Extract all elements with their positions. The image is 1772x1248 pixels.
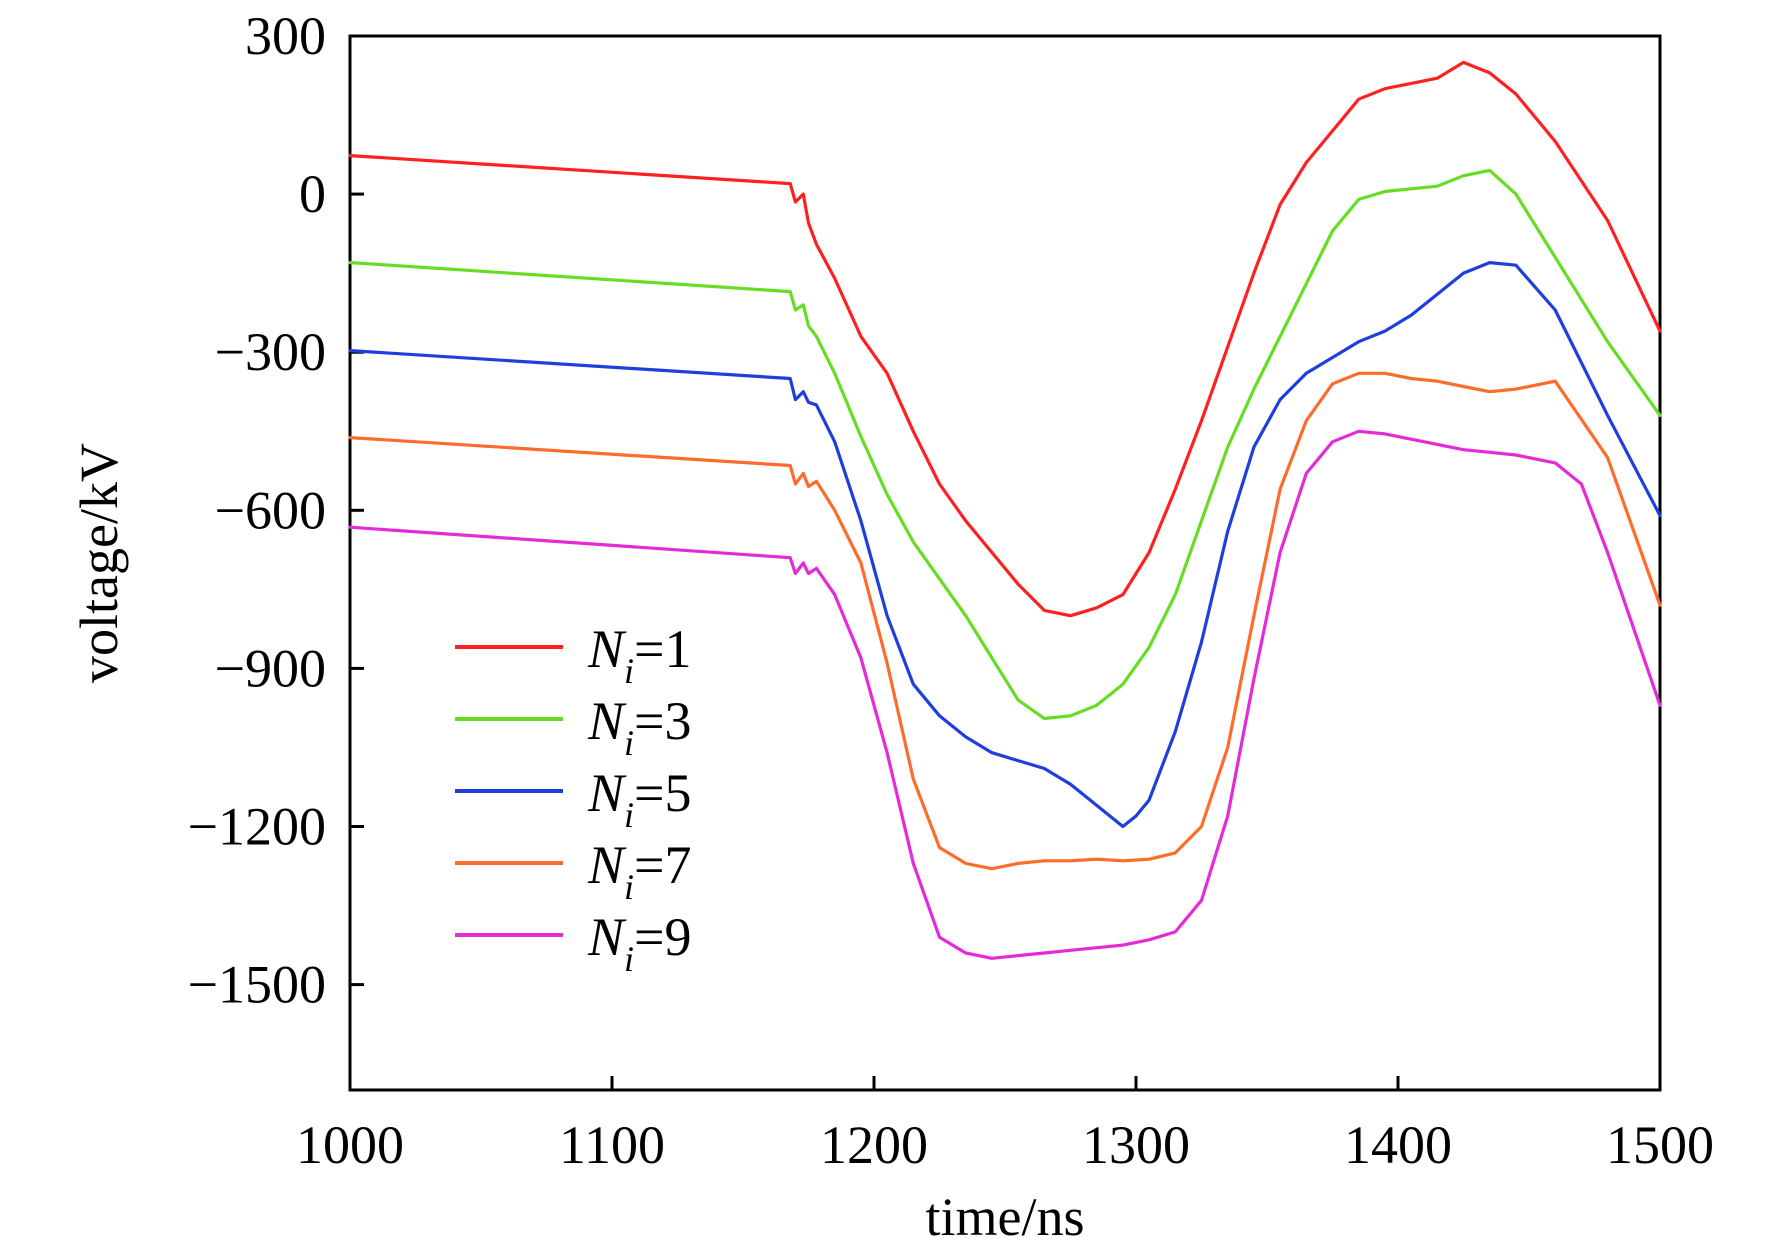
legend-label-subscript: i: [624, 723, 634, 763]
legend-label: Ni=7: [587, 835, 692, 907]
legend-label-value: =5: [634, 763, 691, 823]
y-tick-label: −300: [215, 322, 326, 382]
series-line-ni-9: [348, 429, 1662, 960]
legend: Ni=1Ni=3Ni=5Ni=7Ni=9: [455, 619, 692, 979]
series-line-ni-3: [348, 168, 1662, 721]
legend-label: Ni=3: [587, 691, 692, 763]
y-axis-title: voltage/kV: [69, 443, 129, 683]
y-tick-label: −900: [215, 638, 326, 698]
series-line-ni-1: [348, 60, 1662, 618]
legend-label: Ni=5: [587, 763, 692, 835]
series-line-ni-7: [348, 371, 1662, 871]
legend-label-var: N: [587, 763, 627, 823]
legend-label-value: =1: [634, 619, 691, 679]
legend-label-var: N: [587, 907, 627, 967]
legend-label-value: =9: [634, 907, 691, 967]
x-tick-label: 1500: [1606, 1115, 1714, 1175]
x-tick-label: 1100: [559, 1115, 665, 1175]
y-tick-label: 300: [245, 6, 326, 66]
legend-label-var: N: [587, 691, 627, 751]
legend-label-var: N: [587, 835, 627, 895]
y-tick-label: 0: [299, 164, 326, 224]
legend-label-value: =7: [634, 835, 691, 895]
y-tick-label: −1200: [188, 797, 326, 857]
legend-label: Ni=1: [587, 619, 692, 691]
legend-label-subscript: i: [624, 795, 634, 835]
plot-area-frame: [348, 34, 1662, 1092]
legend-label-value: =3: [634, 691, 691, 751]
y-tick-label: −1500: [188, 955, 326, 1015]
legend-label-subscript: i: [624, 939, 634, 979]
series-layer: [348, 60, 1662, 960]
x-tick-label: 1200: [820, 1115, 928, 1175]
legend-label-subscript: i: [624, 651, 634, 691]
y-tick-label: −600: [215, 480, 326, 540]
axis-ticks: 1000 1100 1200 1300 1400 1500 300 0 −300 −600 −900…: [188, 6, 1714, 1175]
x-tick-label: 1400: [1344, 1115, 1452, 1175]
x-tick-label: 1300: [1082, 1115, 1190, 1175]
legend-label-subscript: i: [624, 867, 634, 907]
x-tick-label: 1000: [296, 1115, 404, 1175]
legend-label-var: N: [587, 619, 627, 679]
series-line-ni-5: [348, 261, 1662, 829]
x-axis-title: time/ns: [926, 1187, 1085, 1247]
legend-label: Ni=9: [587, 907, 692, 979]
